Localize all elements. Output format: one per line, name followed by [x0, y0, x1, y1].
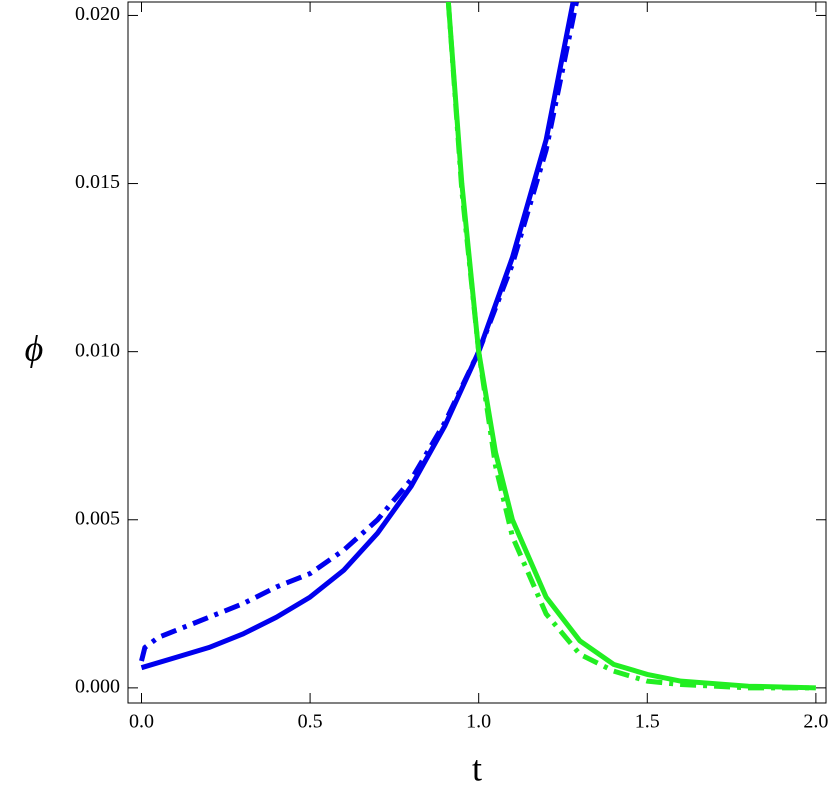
line-series — [445, 2, 816, 691]
y-tick-label: 0.005 — [75, 507, 120, 529]
line-series — [445, 2, 816, 691]
line-series — [139, 2, 579, 662]
x-tick-label: 1.0 — [466, 711, 491, 733]
y-tick-label: 0.000 — [75, 675, 120, 697]
y-tick-label: 0.020 — [75, 3, 120, 25]
line-series — [140, 2, 576, 671]
y-tick-label: 0.010 — [75, 339, 120, 361]
x-axis-title: t — [472, 748, 482, 788]
x-tick-label: 1.5 — [635, 711, 660, 733]
plot-frame — [127, 1, 827, 704]
y-tick-label: 0.015 — [75, 171, 120, 193]
y-axis-title: ϕ — [25, 328, 44, 368]
x-tick-label: 0.0 — [129, 711, 154, 733]
x-tick-label: 2.0 — [803, 711, 828, 733]
x-tick-label: 0.5 — [298, 711, 323, 733]
